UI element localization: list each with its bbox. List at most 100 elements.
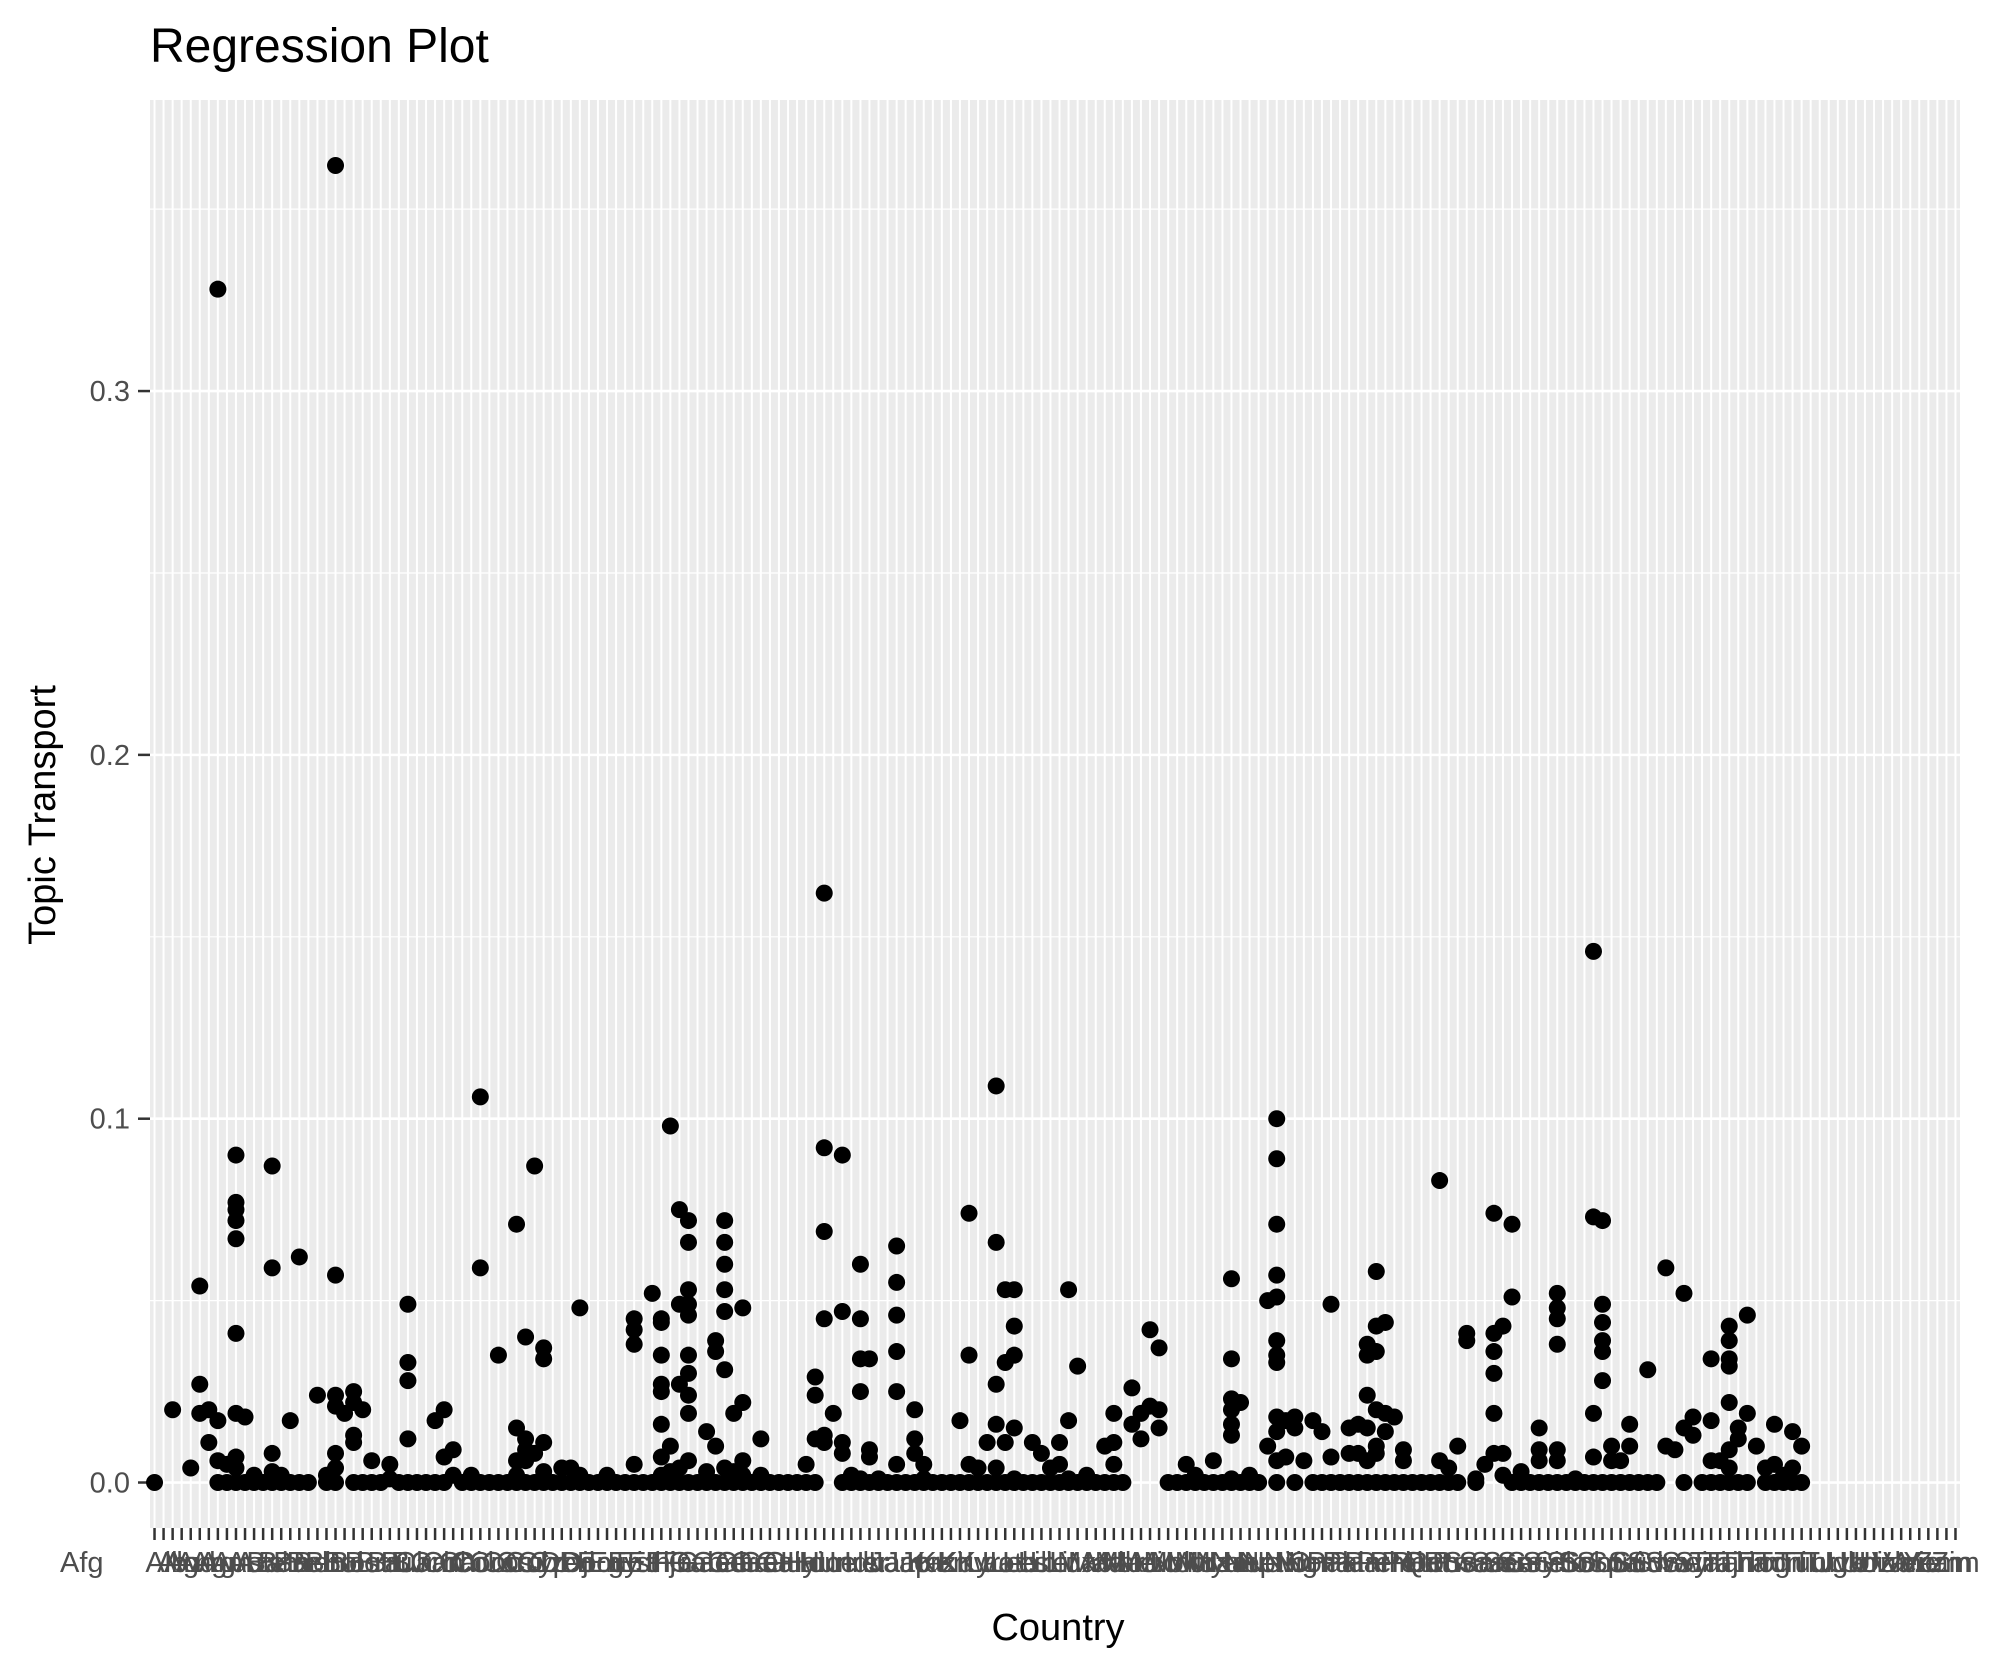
data-point	[263, 1259, 281, 1277]
x-tick-label: Hon	[787, 1547, 840, 1579]
data-point	[960, 1346, 978, 1364]
x-axis-title: Country	[991, 1607, 1124, 1649]
data-point	[1358, 1419, 1376, 1437]
data-point	[1584, 1404, 1602, 1422]
data-point	[625, 1335, 643, 1353]
x-tick-label: Lao	[966, 1547, 1014, 1579]
x-tick-label: Nam	[1195, 1547, 1256, 1579]
data-point	[435, 1401, 453, 1419]
x-tick-label: Phi	[1370, 1547, 1412, 1579]
data-point	[227, 1459, 245, 1477]
data-point	[625, 1321, 643, 1339]
data-point	[327, 1459, 345, 1477]
x-tick-label: San	[1459, 1547, 1511, 1579]
x-tick-label: Tha	[1719, 1547, 1770, 1579]
data-point	[227, 1212, 245, 1230]
data-point	[716, 1281, 734, 1299]
data-point	[146, 1474, 164, 1492]
x-tick-label: Swi	[1661, 1547, 1708, 1579]
x-tick-label: Sur	[1627, 1547, 1672, 1579]
data-point	[815, 1222, 833, 1240]
data-point	[1313, 1423, 1331, 1441]
x-tick-label: Syr	[1675, 1547, 1719, 1579]
data-point	[1268, 1353, 1286, 1371]
x-tick-label: Fin	[652, 1547, 692, 1579]
x-tick-label: Rus	[1424, 1547, 1476, 1579]
data-point	[734, 1452, 752, 1470]
data-point	[526, 1157, 544, 1175]
x-tick-label: Pak	[1307, 1547, 1357, 1579]
data-point	[1222, 1426, 1240, 1444]
x-tick-label: Isr	[856, 1547, 889, 1579]
x-tick-label: Nig	[1275, 1547, 1319, 1579]
data-point	[1584, 942, 1602, 960]
x-tick-label: Arm	[199, 1547, 252, 1579]
y-axis-title: Topic Transport	[22, 685, 64, 945]
data-point	[1494, 1444, 1512, 1462]
data-point	[1150, 1419, 1168, 1437]
y-tick-label: 0.2	[90, 740, 130, 772]
x-tick-label: Uga	[1811, 1547, 1865, 1579]
x-tick-label: Tur	[1793, 1547, 1836, 1579]
x-tick-label: Slo	[1546, 1547, 1588, 1579]
data-point	[1005, 1346, 1023, 1364]
data-point	[209, 1412, 227, 1430]
x-tick-label: Ind	[829, 1547, 869, 1579]
x-tick-label: Sam	[1443, 1547, 1503, 1579]
data-point	[471, 1259, 489, 1277]
x-tick-label: Van	[1872, 1547, 1921, 1579]
data-point	[1530, 1452, 1548, 1470]
x-tick-label: Swa	[1633, 1547, 1690, 1579]
x-tick-label: Sri	[1608, 1547, 1643, 1579]
data-point	[978, 1434, 996, 1452]
data-point	[1621, 1415, 1639, 1433]
data-point	[327, 1444, 345, 1462]
x-tick-label: Yem	[1903, 1547, 1960, 1579]
data-point	[1232, 1393, 1250, 1411]
x-tick-label: Zam	[1915, 1547, 1973, 1579]
data-point	[716, 1212, 734, 1230]
data-point	[1268, 1288, 1286, 1306]
data-point	[1322, 1295, 1340, 1313]
data-point	[1286, 1474, 1304, 1492]
data-point	[1594, 1343, 1612, 1361]
x-tick-label: And	[164, 1547, 216, 1579]
x-tick-label: Nor	[1285, 1547, 1332, 1579]
x-tick-label: Mal	[1085, 1547, 1132, 1579]
data-point	[1784, 1459, 1802, 1477]
data-point	[951, 1412, 969, 1430]
x-tick-label: Dom	[559, 1547, 620, 1579]
x-tick-label: Bot	[345, 1547, 389, 1579]
x-tick-label: Jam	[869, 1547, 924, 1579]
x-tick-label: Tuv	[1802, 1547, 1850, 1579]
data-point	[1720, 1332, 1738, 1350]
x-tick-label: Cha	[422, 1547, 476, 1579]
data-point	[354, 1401, 372, 1419]
data-point	[815, 884, 833, 902]
x-tick-label: Alb	[145, 1547, 187, 1579]
data-point	[1051, 1455, 1069, 1473]
x-tick-label: Aut	[227, 1547, 271, 1579]
x-tick-label: Cze	[529, 1547, 581, 1579]
data-point	[571, 1299, 589, 1317]
data-point	[1060, 1281, 1078, 1299]
data-point	[1277, 1448, 1295, 1466]
data-point	[1738, 1474, 1756, 1492]
data-point	[1376, 1423, 1394, 1441]
data-point	[1268, 1150, 1286, 1168]
data-point	[1114, 1474, 1132, 1492]
x-tick-label: Tim	[1732, 1547, 1779, 1579]
data-point	[815, 1434, 833, 1452]
x-tick-label: Sey	[1507, 1547, 1557, 1579]
x-tick-label: Swe	[1645, 1547, 1701, 1579]
data-point	[888, 1343, 906, 1361]
x-tick-label: Cam	[395, 1547, 456, 1579]
data-point	[1141, 1321, 1159, 1339]
x-tick-label: Bel	[287, 1547, 329, 1579]
data-point	[987, 1415, 1005, 1433]
data-point	[1449, 1437, 1467, 1455]
data-point	[290, 1248, 308, 1266]
data-point	[1060, 1412, 1078, 1430]
data-point	[707, 1437, 725, 1455]
